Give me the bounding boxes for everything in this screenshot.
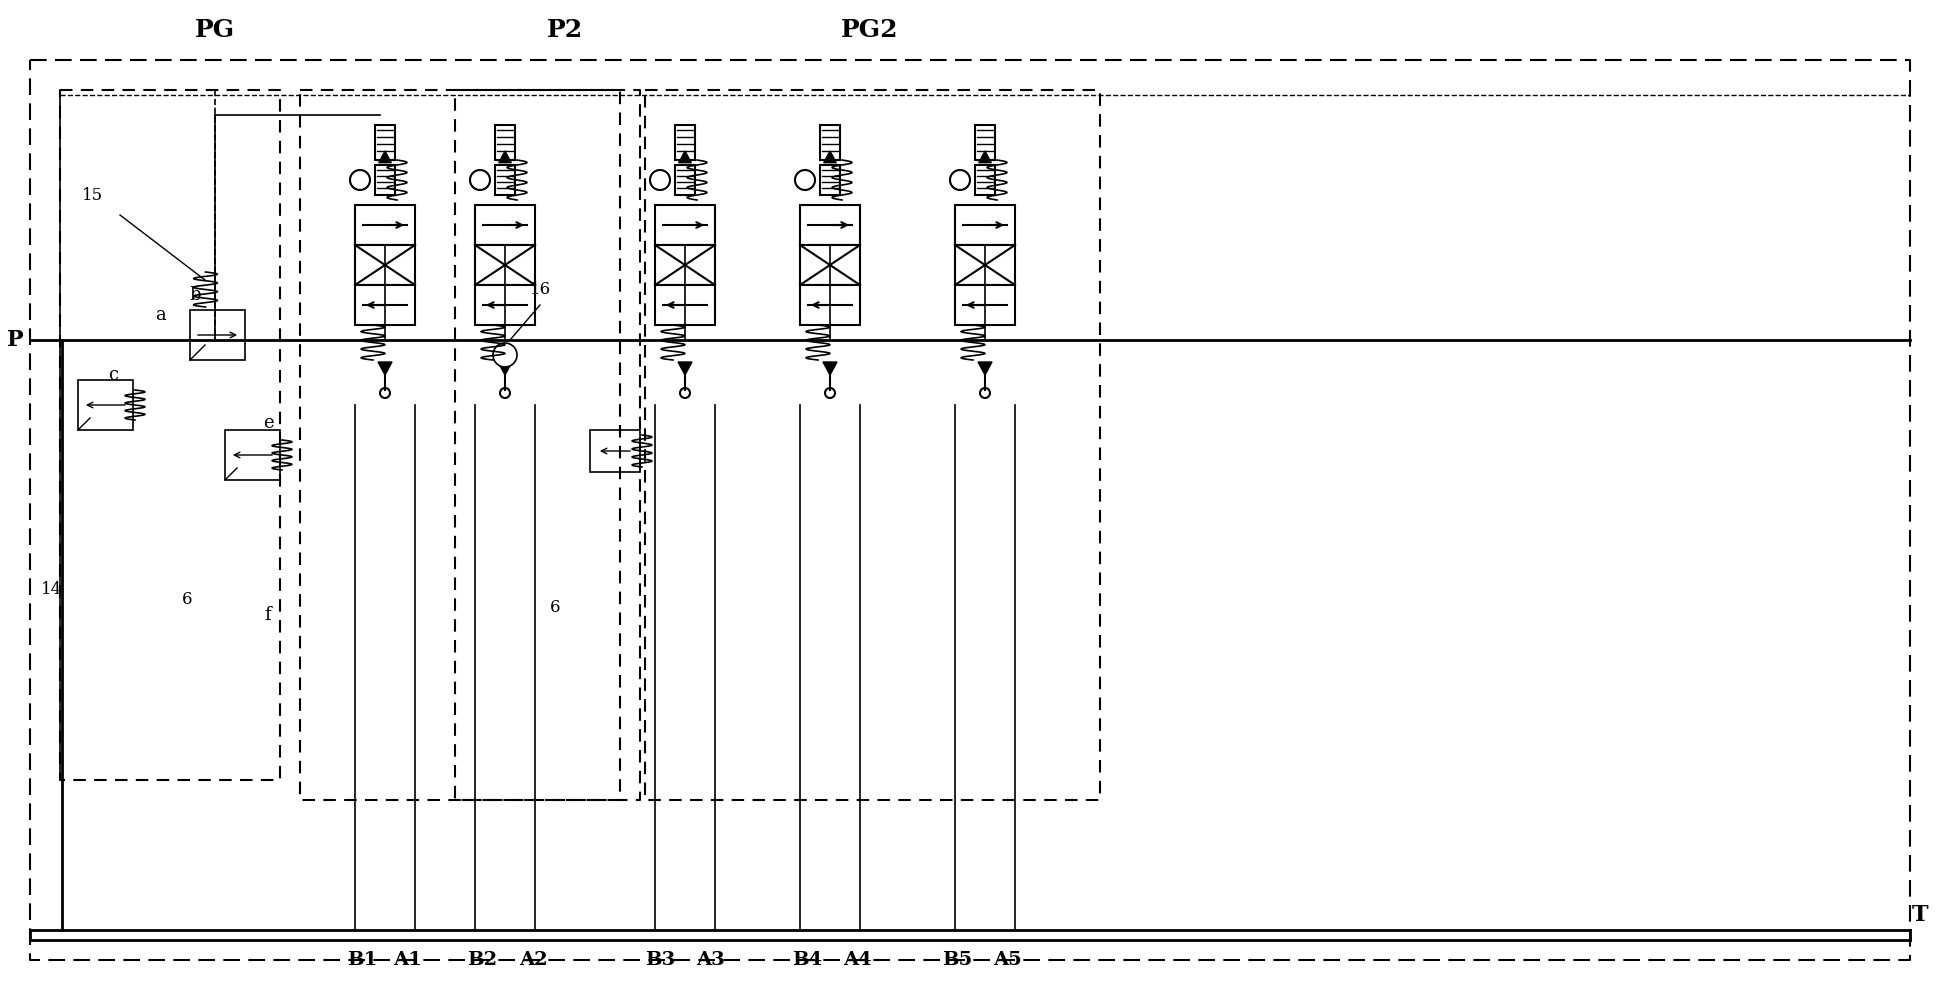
Text: c: c [109,366,119,384]
Circle shape [649,170,671,190]
Polygon shape [678,151,692,162]
Text: A4: A4 [842,951,871,969]
Text: f: f [264,606,272,624]
Bar [589,430,640,472]
Circle shape [951,170,970,190]
Text: 6: 6 [550,599,560,616]
Bar [474,245,535,285]
Bar [655,245,715,285]
Bar [226,430,280,480]
Text: 15: 15 [82,186,103,204]
Bar [820,125,840,160]
Text: A2: A2 [519,951,548,969]
Text: P2: P2 [546,18,583,42]
Text: B3: B3 [645,951,675,969]
Bar [474,285,535,325]
Bar [655,285,715,325]
Bar [976,165,995,195]
Bar [655,205,715,245]
Text: a: a [156,306,165,324]
Circle shape [494,343,517,367]
Bar [955,285,1015,325]
Bar [675,165,696,195]
Bar [801,205,859,245]
Text: 6: 6 [181,592,192,609]
Bar [801,245,859,285]
Text: A1: A1 [393,951,422,969]
Bar [375,125,395,160]
Text: PG: PG [194,18,235,42]
Bar [191,310,245,360]
Circle shape [680,388,690,398]
Circle shape [980,388,989,398]
Circle shape [500,388,509,398]
Bar [801,285,859,325]
Bar [820,165,840,195]
Bar [375,165,395,195]
Polygon shape [978,151,991,162]
Polygon shape [379,151,391,162]
Text: B2: B2 [467,951,498,969]
Text: P: P [6,329,23,351]
Text: PG2: PG2 [842,18,898,42]
Text: B5: B5 [943,951,972,969]
Text: 14: 14 [41,582,62,599]
Circle shape [470,170,490,190]
Text: e: e [262,414,274,432]
Bar [474,205,535,245]
Text: T: T [1911,904,1928,926]
Polygon shape [377,362,393,375]
Text: b: b [189,286,200,304]
Polygon shape [822,362,838,375]
Bar [675,125,696,160]
Bar [78,380,132,430]
Circle shape [824,388,836,398]
Polygon shape [978,362,991,375]
Text: B4: B4 [791,951,822,969]
Text: 16: 16 [529,281,550,298]
Text: A5: A5 [993,951,1021,969]
Text: B1: B1 [346,951,377,969]
Polygon shape [824,151,836,162]
Bar [496,165,515,195]
Circle shape [795,170,815,190]
Polygon shape [498,362,511,375]
Polygon shape [500,151,511,162]
Bar [356,245,414,285]
Text: A3: A3 [696,951,725,969]
Bar [496,125,515,160]
Bar [356,285,414,325]
Polygon shape [678,362,692,375]
Bar [976,125,995,160]
Bar [955,245,1015,285]
Circle shape [350,170,369,190]
Bar [356,205,414,245]
Circle shape [379,388,391,398]
Bar [955,205,1015,245]
